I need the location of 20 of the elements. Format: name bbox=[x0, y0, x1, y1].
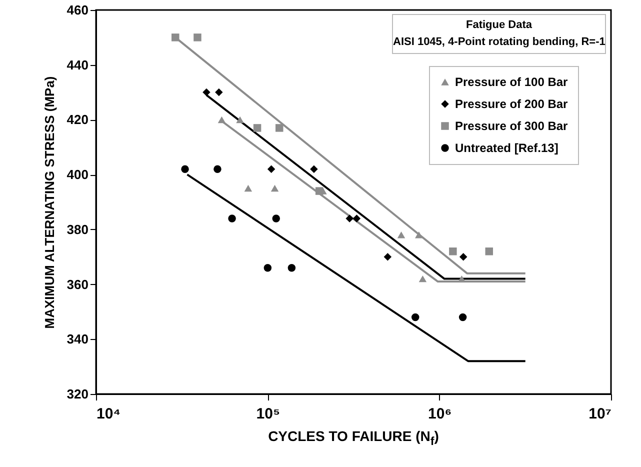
x-tick-label: 10⁴ bbox=[96, 406, 121, 422]
legend-label: Untreated [Ref.13] bbox=[455, 141, 558, 155]
annotation: AISI 1045, 4-Point rotating bending, R=-1 bbox=[393, 35, 606, 50]
y-tick-label: 340 bbox=[66, 332, 88, 347]
legend-label: Pressure of 300 Bar bbox=[455, 119, 568, 133]
x-tick-label: 10⁷ bbox=[588, 406, 612, 422]
x-axis-title: CYCLES TO FAILURE (N$_{f}$) bbox=[267, 428, 440, 448]
y-tick-label: 320 bbox=[66, 386, 88, 402]
legend-label: Pressure of 100 Bar bbox=[455, 75, 568, 89]
y-tick-label: 420 bbox=[66, 112, 88, 128]
y-tick-label: 400 bbox=[66, 167, 88, 182]
legend-label: Pressure of 200 Bar bbox=[455, 97, 568, 111]
y-axis-title: MAXIMUM ALTERNATING STRESS (MPa) bbox=[42, 76, 57, 329]
x-tick-label: 10⁵ bbox=[256, 406, 280, 422]
y-tick-label: 440 bbox=[66, 57, 88, 72]
y-tick-label: 380 bbox=[66, 222, 88, 237]
y-tick-label: 460 bbox=[66, 2, 88, 18]
annotation: Fatigue Data bbox=[464, 18, 533, 33]
y-tick-label: 360 bbox=[66, 276, 88, 292]
x-tick-label: 10⁶ bbox=[428, 406, 452, 422]
